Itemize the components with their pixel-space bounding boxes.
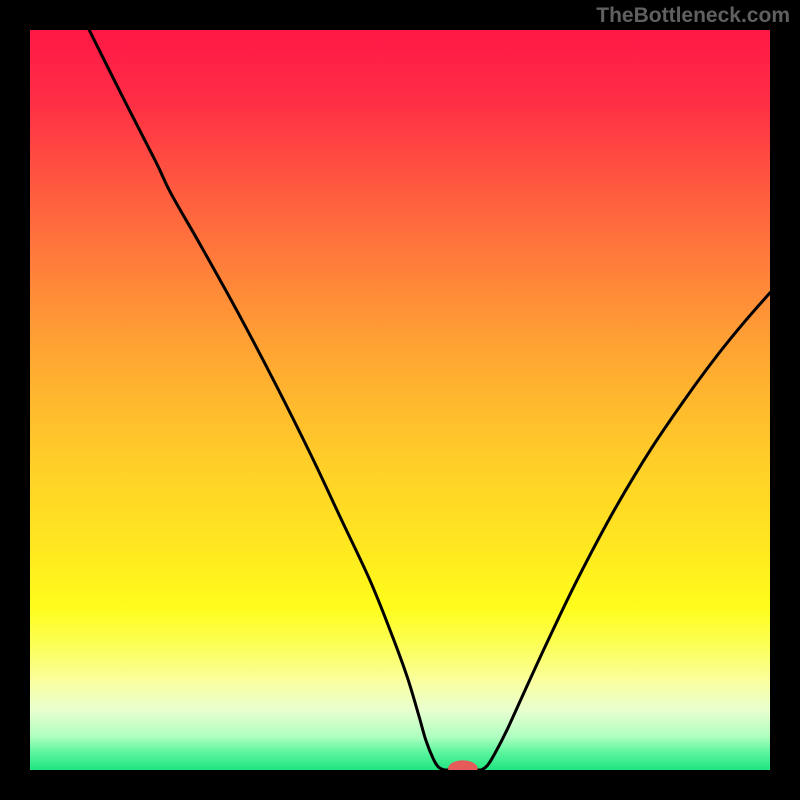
bottleneck-chart	[30, 30, 770, 770]
branding-watermark: TheBottleneck.com	[596, 4, 790, 28]
chart-frame: TheBottleneck.com	[0, 0, 800, 800]
